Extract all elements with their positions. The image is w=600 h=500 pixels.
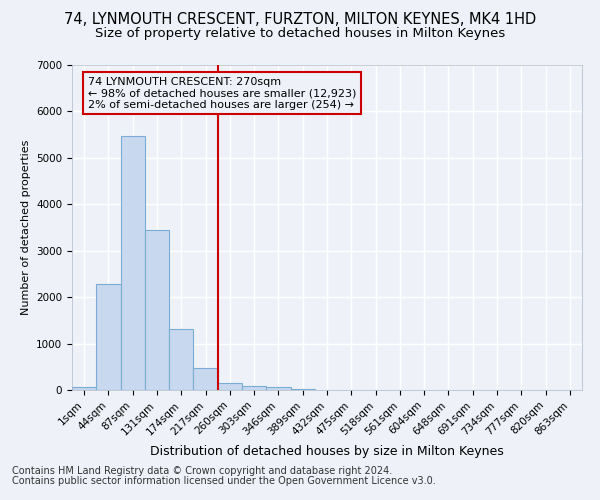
Bar	[290, 388, 315, 390]
Bar	[242, 386, 266, 390]
X-axis label: Distribution of detached houses by size in Milton Keynes: Distribution of detached houses by size …	[150, 445, 504, 458]
Bar	[169, 328, 193, 390]
Text: Contains public sector information licensed under the Open Government Licence v3: Contains public sector information licen…	[12, 476, 436, 486]
Bar	[72, 386, 96, 390]
Bar	[96, 284, 121, 390]
Y-axis label: Number of detached properties: Number of detached properties	[20, 140, 31, 315]
Bar	[121, 136, 145, 390]
Text: Contains HM Land Registry data © Crown copyright and database right 2024.: Contains HM Land Registry data © Crown c…	[12, 466, 392, 476]
Text: 74, LYNMOUTH CRESCENT, FURZTON, MILTON KEYNES, MK4 1HD: 74, LYNMOUTH CRESCENT, FURZTON, MILTON K…	[64, 12, 536, 28]
Bar	[193, 368, 218, 390]
Text: 74 LYNMOUTH CRESCENT: 270sqm
← 98% of detached houses are smaller (12,923)
2% of: 74 LYNMOUTH CRESCENT: 270sqm ← 98% of de…	[88, 76, 356, 110]
Text: Size of property relative to detached houses in Milton Keynes: Size of property relative to detached ho…	[95, 28, 505, 40]
Bar	[218, 383, 242, 390]
Bar	[145, 230, 169, 390]
Bar	[266, 388, 290, 390]
